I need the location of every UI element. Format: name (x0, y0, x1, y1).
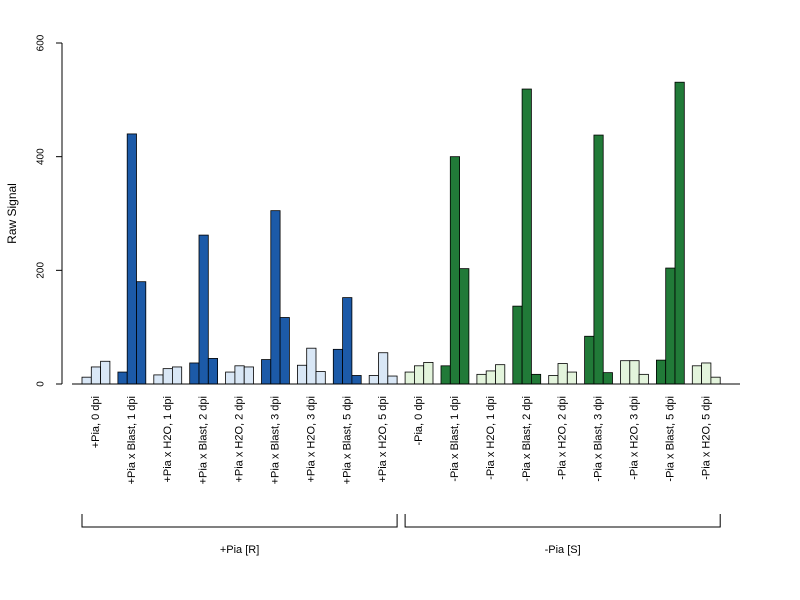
bar-16-rep-3 (638, 373, 649, 385)
category-label: +Pia x H2O, 3 dpi (305, 396, 317, 483)
bar-4-rep-2 (198, 234, 209, 385)
bar-7-rep-1 (296, 364, 308, 385)
bar-15-rep-1 (584, 335, 595, 385)
category-label: -Pia x H2O, 5 dpi (700, 396, 712, 480)
bar-14-rep-1 (548, 375, 559, 385)
bar-3-rep-1 (153, 374, 164, 385)
bar-8-rep-2 (342, 297, 353, 385)
bar-9-rep-2 (378, 352, 389, 385)
bar-14-rep-3 (566, 371, 577, 385)
bar-12-rep-1 (476, 373, 487, 385)
bar-17-rep-1 (656, 359, 667, 385)
bar-16-rep-1 (620, 360, 631, 385)
bar-10-rep-3 (423, 361, 434, 385)
bar-15-rep-3 (602, 372, 613, 385)
category-label: +Pia x H2O, 2 dpi (234, 396, 246, 483)
bar-5-rep-3 (243, 366, 254, 385)
bar-13-rep-3 (531, 373, 542, 385)
bar-5-rep-1 (225, 371, 236, 385)
bar-9-rep-1 (368, 375, 379, 385)
category-label: -Pia x Blast, 2 dpi (521, 396, 533, 482)
bar-16-rep-2 (629, 360, 640, 385)
bar-8-rep-1 (332, 348, 343, 385)
bar-6-rep-2 (270, 210, 281, 385)
bar-9-rep-3 (387, 375, 398, 385)
y-tick-label: 400 (36, 148, 47, 165)
category-label: -Pia x Blast, 1 dpi (449, 396, 461, 482)
bar-18-rep-1 (691, 365, 702, 385)
bar-12-rep-3 (495, 364, 506, 385)
group-bracket (81, 514, 398, 528)
y-tick-label: 200 (36, 262, 47, 279)
category-labels: +Pia, 0 dpi +Pia x Blast, 1 dpi +Pia x H2O… (90, 396, 712, 484)
category-label: +Pia x H2O, 1 dpi (162, 396, 174, 483)
category-label: -Pia x H2O, 3 dpi (628, 396, 640, 480)
bars (81, 81, 721, 385)
bar-7-rep-3 (315, 371, 326, 385)
y-tick-label: 0 (36, 381, 47, 387)
bar-17-rep-3 (674, 81, 685, 385)
y-ticks: 0 200 400 600 (36, 34, 62, 387)
bar-13-rep-1 (512, 305, 523, 385)
bar-2-rep-2 (126, 133, 137, 385)
bar-1-rep-2 (90, 366, 102, 385)
bar-11-rep-3 (459, 268, 470, 385)
category-label: +Pia x Blast, 3 dpi (269, 396, 281, 484)
bar-6-rep-3 (279, 317, 290, 385)
group-brackets: +Pia [R] -Pia [S] (81, 514, 721, 556)
bar-11-rep-2 (449, 156, 460, 385)
bar-3-rep-2 (162, 368, 173, 385)
bar-14-rep-2 (557, 363, 568, 385)
group-label: +Pia [R] (220, 544, 259, 556)
bar-6-rep-1 (261, 359, 272, 385)
bar-12-rep-2 (485, 370, 496, 385)
category-label: +Pia x H2O, 5 dpi (377, 396, 389, 483)
bar-18-rep-2 (701, 362, 712, 385)
bar-8-rep-3 (351, 375, 362, 385)
category-label: -Pia x Blast, 3 dpi (593, 396, 605, 482)
category-label: -Pia x Blast, 5 dpi (664, 396, 676, 482)
bar-4-rep-3 (207, 358, 219, 385)
category-label: -Pia x H2O, 2 dpi (557, 396, 569, 480)
category-label: +Pia x Blast, 2 dpi (198, 396, 210, 484)
bar-2-rep-1 (117, 371, 128, 385)
bar-15-rep-2 (593, 134, 604, 385)
category-label: -Pia x H2O, 1 dpi (485, 396, 497, 480)
bar-10-rep-2 (413, 365, 425, 385)
bar-4-rep-1 (189, 362, 200, 385)
y-axis-title: Raw Signal (5, 183, 19, 244)
y-tick-label: 600 (36, 34, 47, 51)
bar-18-rep-3 (710, 376, 721, 385)
bar-1-rep-1 (81, 376, 92, 385)
bar-10-rep-1 (404, 371, 415, 385)
bar-5-rep-2 (234, 365, 245, 385)
bar-11-rep-1 (440, 365, 451, 385)
bar-1-rep-3 (100, 360, 111, 385)
category-label: +Pia x Blast, 5 dpi (341, 396, 353, 484)
bar-13-rep-2 (521, 88, 532, 385)
category-label: +Pia x Blast, 1 dpi (126, 396, 138, 484)
category-label: -Pia, 0 dpi (413, 396, 425, 446)
bar-3-rep-3 (171, 366, 183, 385)
group-bracket (404, 514, 721, 528)
category-label: +Pia, 0 dpi (90, 396, 102, 448)
group-label: -Pia [S] (545, 544, 581, 556)
bar-7-rep-2 (306, 347, 317, 385)
bar-17-rep-2 (665, 267, 676, 385)
bar-2-rep-3 (136, 281, 147, 385)
